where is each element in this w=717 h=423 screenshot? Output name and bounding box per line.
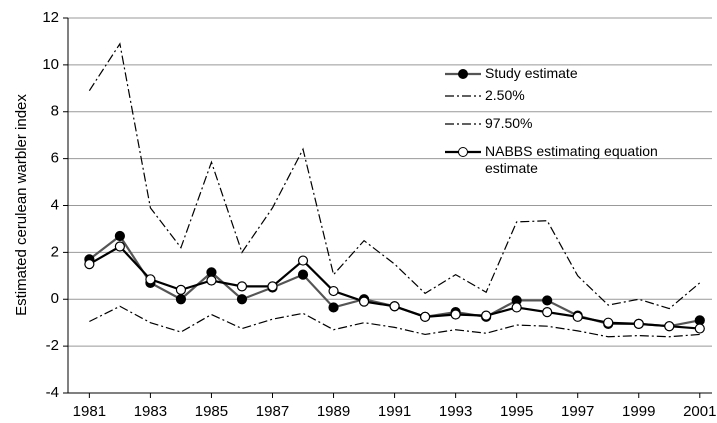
data-point (267, 281, 278, 292)
y-tick-label: -4 (46, 384, 59, 401)
data-point (542, 307, 553, 318)
data-point (633, 318, 644, 329)
data-point (419, 311, 431, 322)
data-point (511, 302, 522, 313)
x-tick-label: 1997 (561, 403, 594, 420)
y-tick-label: 4 (51, 196, 59, 213)
data-point (542, 295, 553, 306)
legend-entry: Study estimate (485, 65, 578, 81)
data-point (481, 310, 492, 321)
legend-marker (458, 147, 468, 157)
y-tick-label: 10 (42, 56, 59, 73)
data-point (694, 323, 705, 334)
data-point (145, 274, 156, 285)
legend-entry: 97.50% (485, 115, 533, 131)
y-tick-label: 6 (51, 150, 59, 167)
data-point (450, 309, 461, 320)
data-point (175, 294, 187, 305)
x-tick-label: 2001 (683, 403, 716, 420)
data-point (175, 284, 187, 295)
data-point (603, 317, 614, 328)
x-tick-label: 1985 (195, 403, 228, 420)
y-axis-label: Estimated cerulean warbler index (13, 94, 30, 316)
legend-marker (458, 69, 468, 79)
legend-label: Study estimate (485, 65, 578, 81)
y-tick-label: 12 (42, 9, 59, 26)
legend-entry: NABBS estimating equation estimate (485, 143, 658, 176)
legend-entry: 2.50% (485, 87, 525, 103)
x-tick-label: 1987 (256, 403, 289, 420)
data-point (389, 301, 400, 312)
data-point (297, 255, 309, 266)
data-point (297, 269, 309, 280)
data-point (664, 321, 675, 332)
y-tick-label: 2 (51, 243, 59, 260)
legend-label: 2.50% (485, 87, 525, 103)
y-tick-label: 8 (51, 103, 59, 120)
x-tick-label: 1981 (73, 403, 106, 420)
data-point (572, 311, 583, 322)
data-point (236, 281, 248, 292)
y-tick-label: 0 (51, 290, 59, 307)
data-point (114, 241, 125, 252)
data-point (358, 296, 370, 307)
x-tick-label: 1999 (622, 403, 655, 420)
legend-label: NABBS estimating equation estimate (485, 143, 658, 176)
legend-label: 97.50% (485, 115, 533, 131)
x-tick-label: 1993 (439, 403, 472, 420)
data-point (114, 230, 125, 242)
x-tick-label: 1991 (378, 403, 411, 420)
y-tick-label: -2 (46, 337, 59, 354)
data-point (328, 285, 339, 297)
x-tick-label: 1983 (134, 403, 167, 420)
x-tick-label: 1995 (500, 403, 533, 420)
series-line (89, 305, 700, 338)
data-point (236, 294, 248, 305)
data-point (328, 302, 339, 313)
x-tick-label: 1989 (317, 403, 350, 420)
data-point (84, 258, 95, 270)
data-point (206, 275, 217, 286)
series-line (88, 234, 700, 328)
